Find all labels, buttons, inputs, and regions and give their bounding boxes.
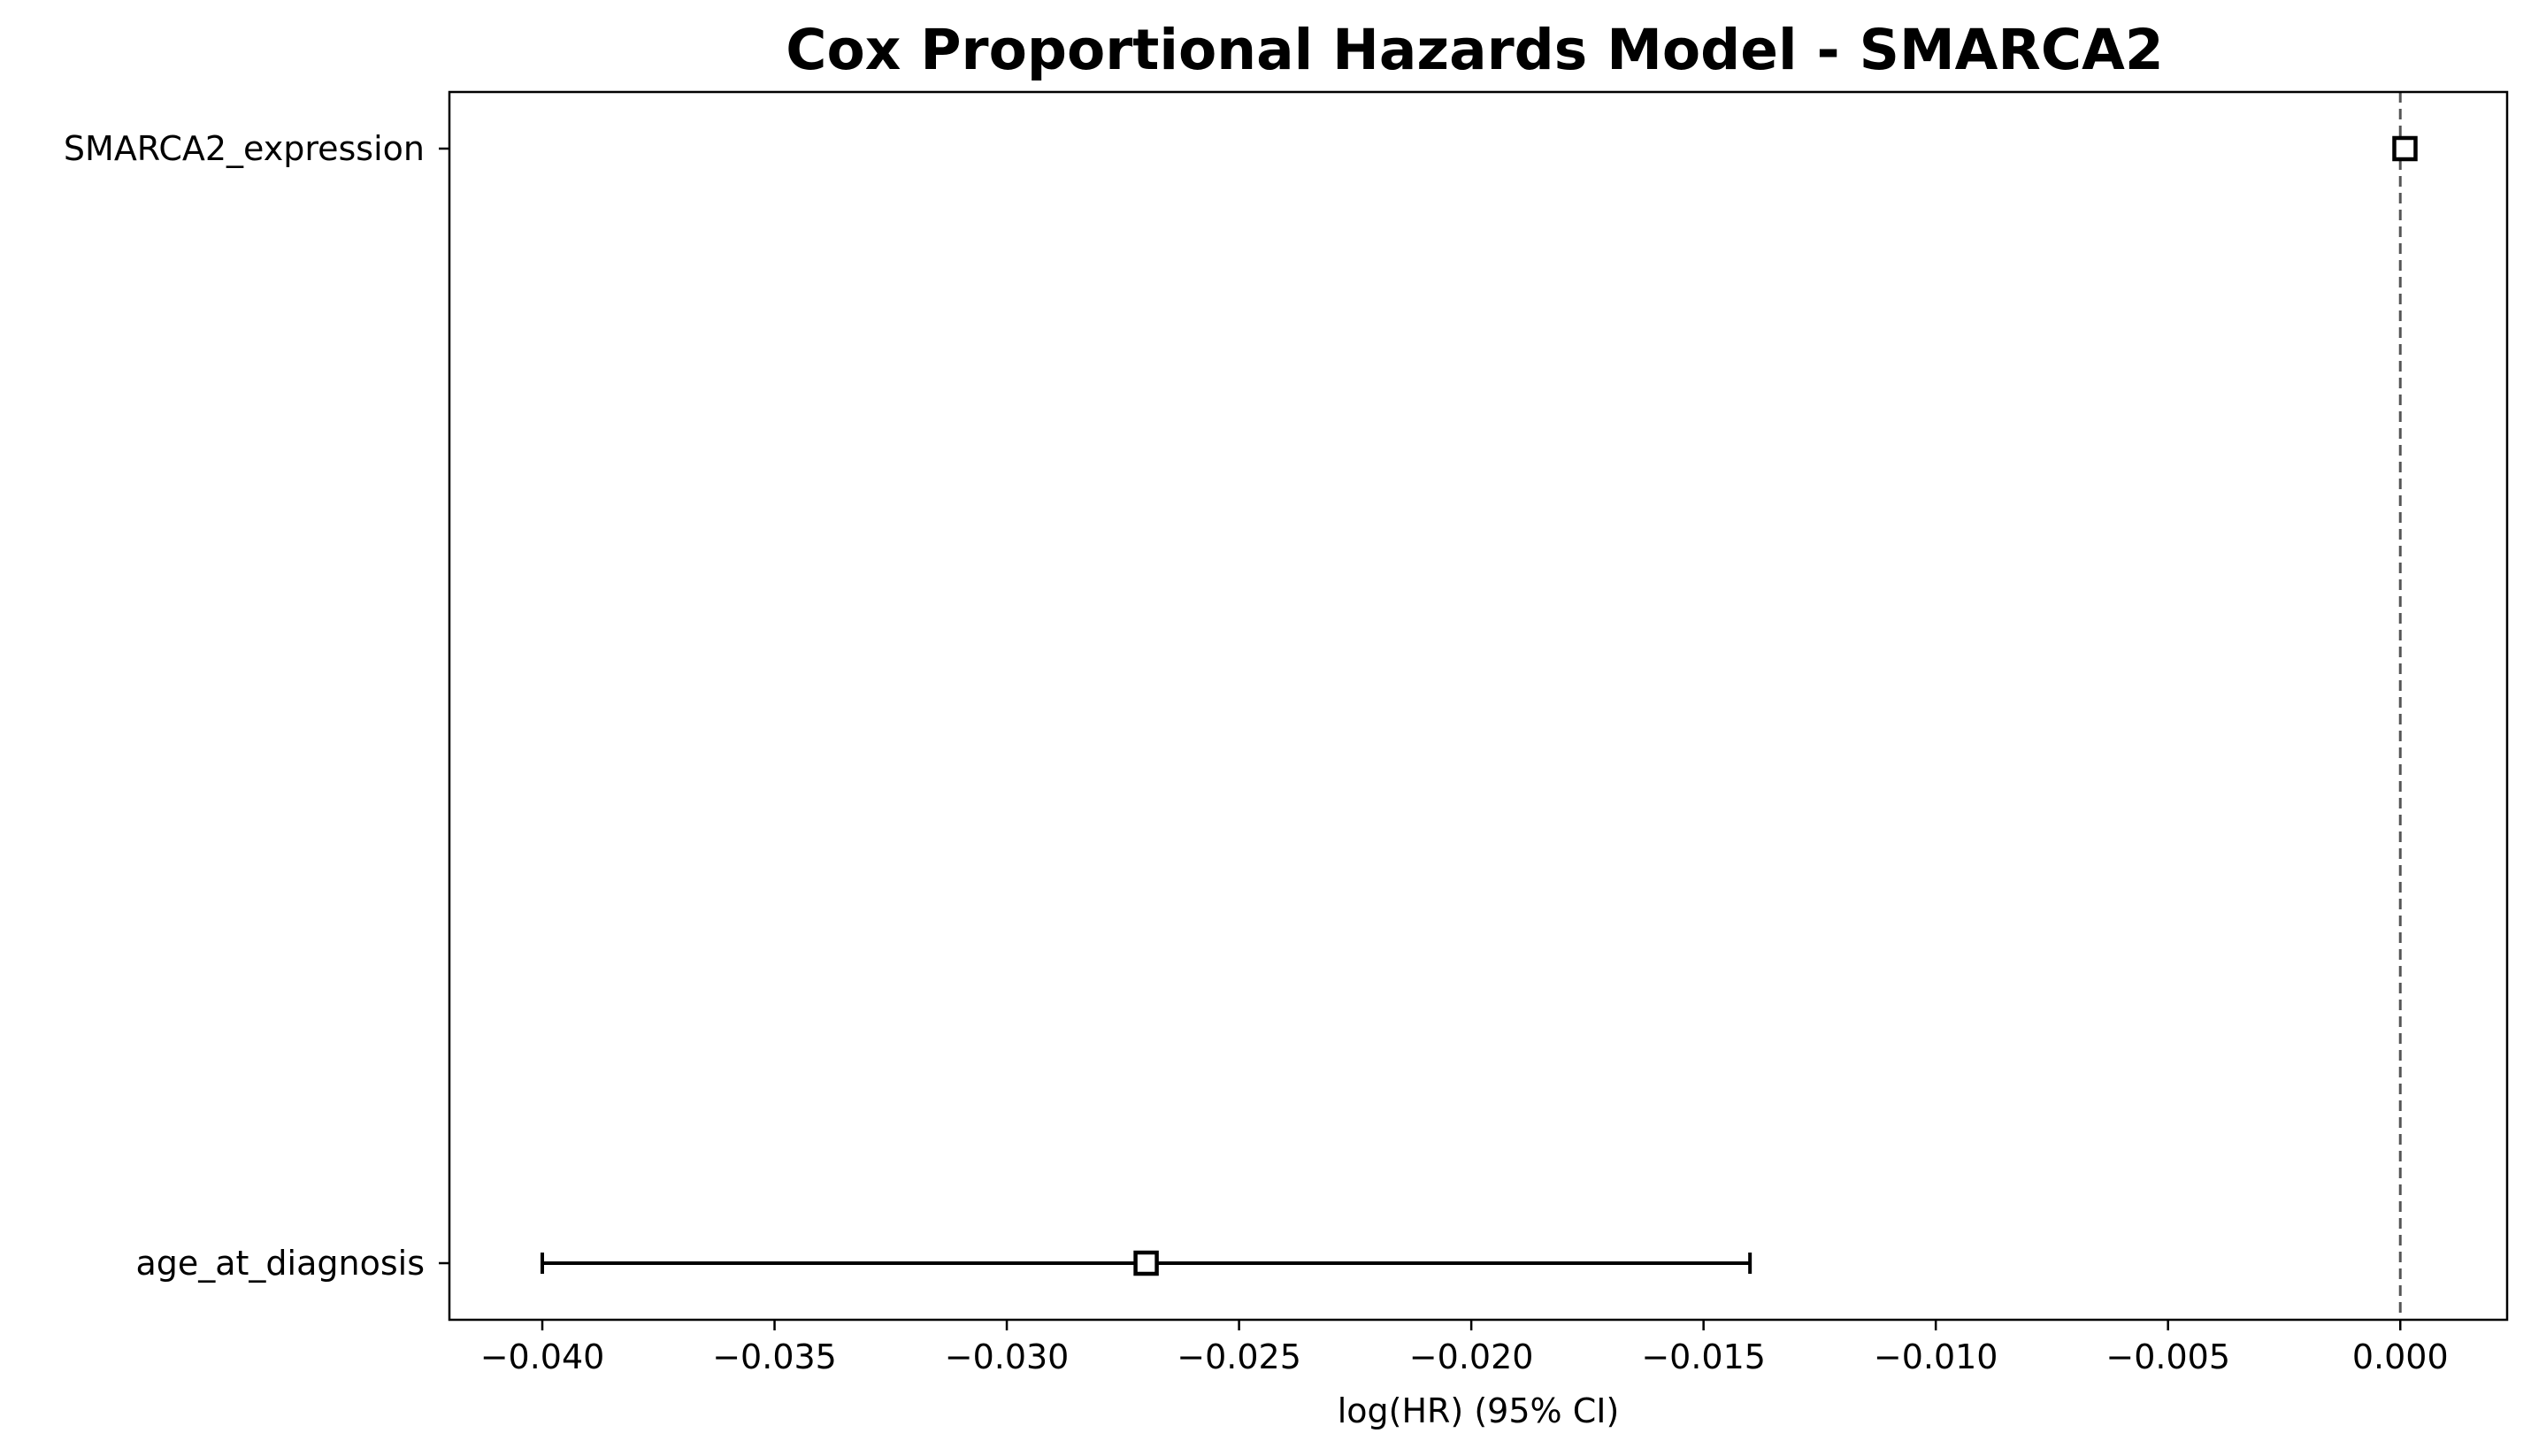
y-tick-label: age_at_diagnosis: [135, 1244, 425, 1283]
x-tick-label: −0.010: [1874, 1337, 1998, 1376]
x-tick-label: −0.020: [1409, 1337, 1534, 1376]
x-tick-label: −0.030: [945, 1337, 1070, 1376]
y-tick-label: SMARCA2_expression: [64, 129, 425, 168]
coef-marker: [2392, 135, 2418, 162]
plot-frame: [448, 90, 2509, 1322]
x-axis-label: log(HR) (95% CI): [1338, 1391, 1620, 1430]
x-tick-label: −0.015: [1641, 1337, 1766, 1376]
x-tick-label: −0.025: [1177, 1337, 1301, 1376]
coef-marker: [1133, 1250, 1159, 1276]
x-tick-label: −0.035: [712, 1337, 837, 1376]
x-tick-label: −0.005: [2105, 1337, 2230, 1376]
x-tick-label: −0.040: [480, 1337, 605, 1376]
x-tick-label: 0.000: [2352, 1337, 2449, 1376]
chart-title: Cox Proportional Hazards Model - SMARCA2: [786, 18, 2164, 82]
plot-area: −0.040 −0.035 −0.030 −0.025 −0.020 −0.015 −0.0…: [64, 92, 2449, 1376]
